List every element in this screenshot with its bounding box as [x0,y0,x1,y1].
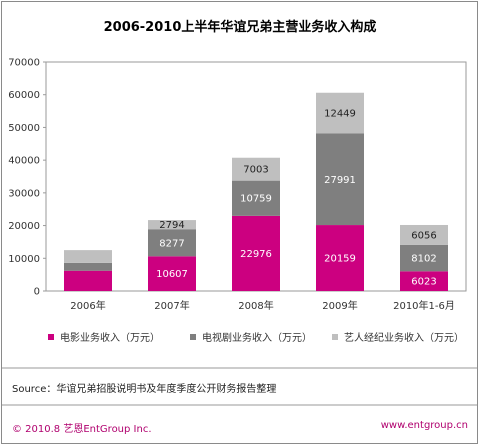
x-tick-label: 2009年 [322,299,357,312]
data-label: 27991 [324,175,356,186]
bar-segment [232,215,280,291]
legend-label: 艺人经纪业务收入（万元） [344,331,464,344]
x-tick-label: 2006年 [70,299,105,312]
bar-segment [400,271,448,291]
data-label: 10607 [156,269,188,280]
data-label: 6023 [411,277,436,288]
y-tick-label: 20000 [8,221,40,232]
y-tick-label: 70000 [8,58,40,69]
y-tick-label: 30000 [8,188,40,199]
x-tick-label: 2008年 [238,299,273,312]
bar-segment [316,225,364,291]
bar-segment [148,256,196,291]
bar-segment [148,229,196,257]
bar-segment [64,262,112,271]
data-label: 22976 [240,249,272,260]
data-label: 6056 [411,230,436,241]
bar-segment [64,270,112,291]
website-link[interactable]: www.entgroup.cn [380,420,468,431]
x-tick-label: 2007年 [154,299,189,312]
bar-segment [64,250,112,263]
y-tick-label: 10000 [8,254,40,265]
copyright-text: © 2010.8 艺恩EntGroup Inc. [12,424,152,435]
bar-segment [400,244,448,272]
y-tick-label: 50000 [8,123,40,134]
legend-label: 电视剧业务收入（万元） [202,331,312,344]
source-note: Source：华谊兄弟招股说明书及年度季度公开财务报告整理 [12,384,277,395]
x-tick-label: 2010年1-6月 [393,299,455,312]
y-tick-label: 40000 [8,156,40,167]
data-label: 7003 [243,165,268,176]
chart-title: 2006-2010上半年华谊兄弟主营业务收入构成 [104,19,377,35]
data-label: 2794 [159,220,184,231]
y-tick-label: 0 [34,287,40,298]
legend-swatch [48,334,54,340]
bar-segment [316,92,364,134]
data-label: 10759 [240,194,272,205]
bar-segment [148,220,196,230]
data-label: 12449 [324,109,356,120]
plot-area: 0 10000 20000 30000 40000 50000 60000 70000 2006… [8,58,467,344]
bar-segment [316,133,364,226]
data-label: 8277 [159,238,184,249]
legend-swatch [332,334,338,340]
bar-segment [232,157,280,181]
bar-segment [232,180,280,216]
legend-swatch [190,334,196,340]
data-label: 20159 [324,254,356,265]
data-label: 8102 [411,254,436,265]
legend-label: 电影业务收入（万元） [60,331,160,344]
y-tick-label: 60000 [8,90,40,101]
bar-segment [400,224,448,245]
